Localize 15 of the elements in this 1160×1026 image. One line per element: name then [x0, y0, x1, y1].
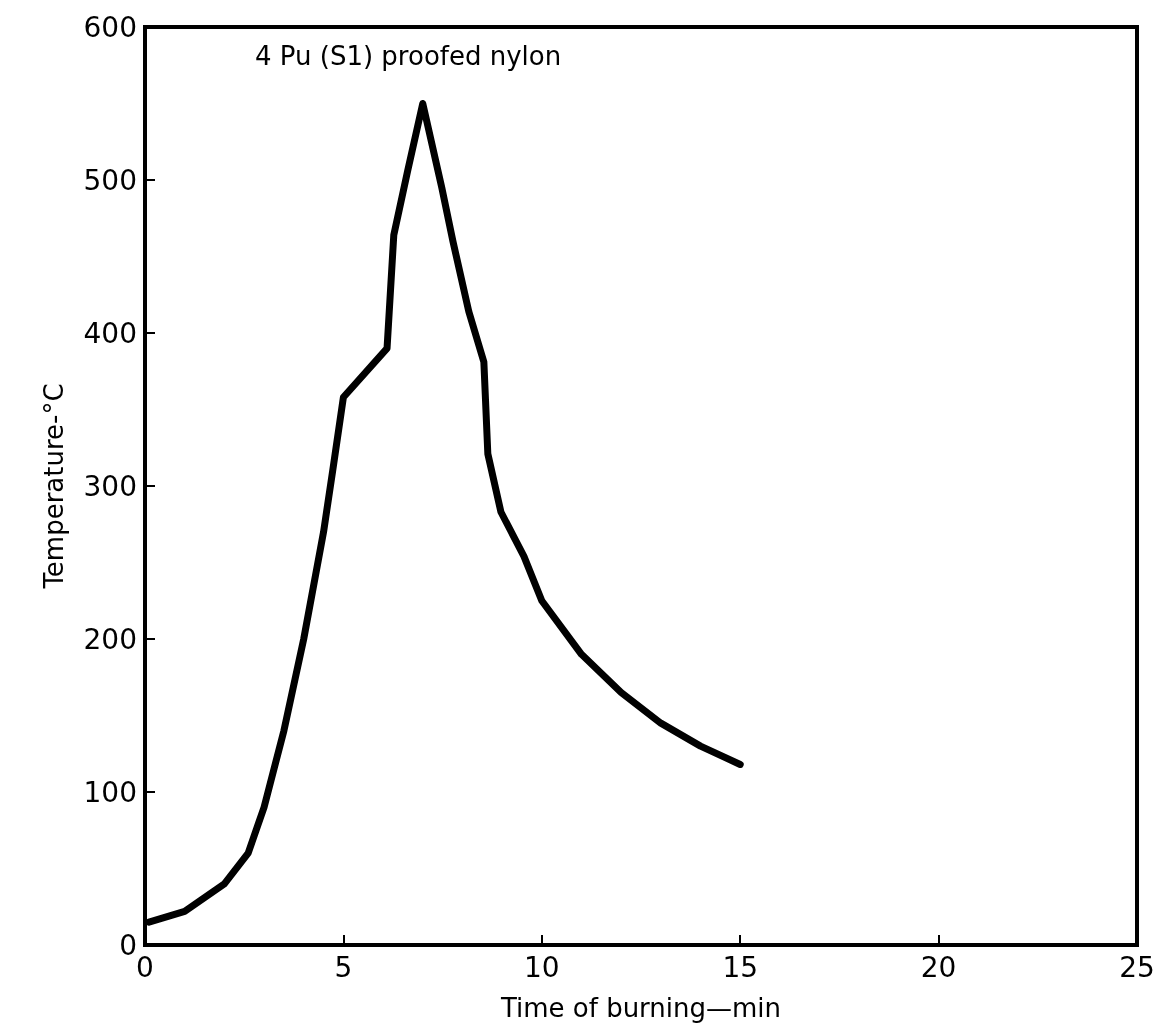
text: 4 Pu (S1) proofed nylon — [255, 41, 562, 71]
x-tick-label: 15 — [722, 950, 759, 984]
x-tick-label: 5 — [334, 950, 353, 984]
x-tick-label: 20 — [920, 950, 957, 984]
y-axis-title: Temperature-°C — [39, 383, 69, 590]
y-tick-label: 400 — [83, 316, 137, 350]
y-tick-label: 0 — [119, 928, 137, 962]
x-tick-label: 10 — [523, 950, 560, 984]
y-tick-label: 500 — [83, 163, 137, 197]
y-tick-label: 300 — [83, 469, 137, 503]
x-tick-label: 25 — [1119, 950, 1155, 984]
y-tick-label: 600 — [83, 10, 137, 44]
y-tick-label: 100 — [83, 775, 137, 809]
x-axis-title: Time of burning—min — [499, 993, 782, 1023]
y-tick-label: 200 — [83, 622, 137, 656]
